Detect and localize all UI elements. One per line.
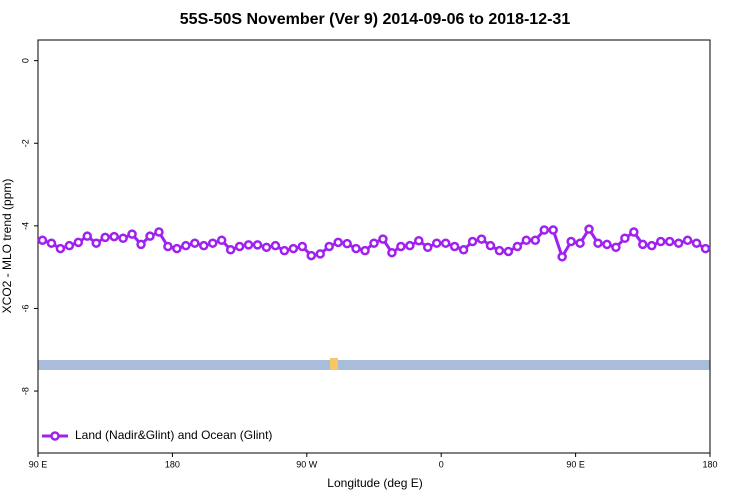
point [378,234,388,244]
x-tick-label: 90 E [566,459,585,469]
point [647,240,657,251]
point [315,249,325,259]
point [64,240,75,251]
point [611,242,621,253]
point [172,243,182,254]
point [100,232,110,243]
point [154,227,164,237]
land-ocean-strip [38,360,710,370]
y-tick-label: -2 [20,139,30,147]
point [46,238,57,248]
point [234,241,245,252]
point [109,231,119,242]
point [458,245,469,255]
point [306,250,317,261]
point [557,252,567,262]
plot-frame [37,39,711,454]
point [387,247,397,258]
point [37,235,48,246]
point [91,238,101,248]
point [700,243,711,254]
legend-label: Land (Nadir&Glint) and Ocean (Glint) [75,428,272,442]
point [664,236,675,247]
point [503,246,514,257]
point [163,241,173,252]
y-tick-label: -8 [20,387,30,395]
x-tick-label: 90 E [29,459,48,469]
point [127,229,137,239]
point [512,241,523,252]
point [431,238,442,248]
point [118,233,128,243]
y-tick-label: -6 [20,304,30,312]
point [673,238,684,248]
point [476,234,487,244]
point [288,243,299,254]
point [360,245,370,256]
point [279,245,290,256]
point [73,237,84,248]
point [691,238,702,248]
point [575,238,585,248]
point [584,224,594,234]
land-patch [330,358,338,370]
point [351,243,361,254]
x-tick-label: 180 [165,459,180,469]
point [485,240,496,251]
point [216,235,227,246]
y-axis-label: XCO2 - MLO trend (ppm) [0,179,14,314]
point [190,238,200,248]
legend-marker [50,431,60,441]
point [440,238,451,248]
point [369,238,379,248]
point [207,238,218,248]
point [181,240,191,251]
point [342,238,352,249]
point [297,241,308,252]
y-tick-label: 0 [20,58,30,63]
point [682,235,693,246]
point [145,231,155,241]
point [396,241,406,252]
point [252,240,263,250]
point [261,242,272,253]
y-tick-label: -4 [20,222,30,230]
point [225,245,236,255]
point [521,235,532,246]
point [566,236,576,247]
point [270,240,281,251]
point [449,241,460,252]
point [548,225,558,235]
point [593,238,603,248]
point [494,245,505,256]
point [602,239,612,250]
point [243,240,254,250]
point [629,227,639,237]
point [655,236,666,247]
x-tick-label: 0 [439,459,444,469]
point [333,237,343,248]
point [55,243,66,254]
point [324,241,334,252]
x-axis-label: Longitude (deg E) [327,476,422,490]
point [467,236,478,247]
point [199,240,209,251]
point [414,235,424,246]
point [423,242,433,253]
x-tick-label: 90 W [296,459,318,469]
point [136,239,146,250]
chart-title: 55S-50S November (Ver 9) 2014-09-06 to 2… [180,11,571,28]
point [82,231,93,241]
x-tick-label: 180 [702,459,717,469]
point [405,240,415,251]
point [638,239,648,250]
point [530,235,541,246]
point [620,233,630,243]
point [539,225,549,235]
